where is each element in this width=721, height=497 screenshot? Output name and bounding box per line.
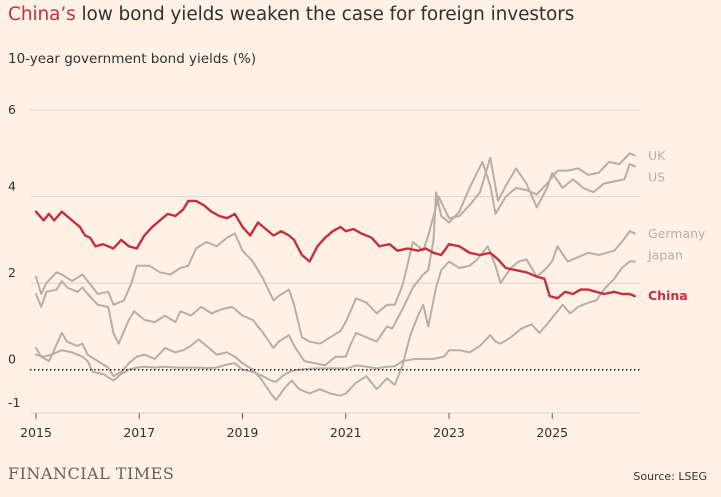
x-tick-label: 2019 bbox=[227, 425, 259, 440]
y-tick-label: 4 bbox=[8, 179, 16, 194]
x-tick-label: 2017 bbox=[123, 425, 155, 440]
series-label-japan: Japan bbox=[647, 248, 683, 263]
y-tick-label: 6 bbox=[8, 102, 16, 117]
x-tick-label: 2025 bbox=[536, 425, 568, 440]
series-line-japan bbox=[35, 260, 636, 383]
y-tick-label: 2 bbox=[8, 265, 16, 280]
x-tick-label: 2023 bbox=[433, 425, 465, 440]
title-rest: low bond yields weaken the case for fore… bbox=[75, 4, 575, 25]
y-tick-label: 0 bbox=[8, 352, 16, 367]
series-line-uk bbox=[35, 152, 636, 367]
x-tick-label: 2015 bbox=[20, 425, 52, 440]
x-tick-label: 2021 bbox=[330, 425, 362, 440]
series-labels: UK US Germany Japan China bbox=[647, 148, 706, 303]
china-series-line-group bbox=[34, 199, 636, 300]
financial-times-logo: FINANCIAL TIMES bbox=[8, 464, 175, 483]
series-lines bbox=[35, 152, 636, 401]
chart-subtitle: 10-year government bond yields (%) bbox=[8, 51, 257, 67]
series-line-germany bbox=[35, 230, 636, 401]
series-label-china: China bbox=[648, 288, 688, 303]
title-highlight: China’s bbox=[8, 4, 76, 25]
chart-title: China’s low bond yields weaken the case … bbox=[8, 4, 574, 25]
series-label-germany: Germany bbox=[648, 226, 706, 241]
series-label-uk: UK bbox=[648, 148, 666, 163]
x-axis-ticks: 2015 2017 2019 2021 2023 2025 bbox=[20, 413, 568, 440]
series-label-us: US bbox=[648, 170, 665, 185]
series-line-china bbox=[34, 199, 636, 300]
source-note: Source: LSEG bbox=[633, 470, 707, 483]
y-axis-ticks: 6 4 2 0 -1 bbox=[8, 102, 20, 410]
y-tick-label: -1 bbox=[8, 395, 20, 410]
gridlines bbox=[30, 109, 640, 414]
series-line-us bbox=[35, 156, 636, 345]
